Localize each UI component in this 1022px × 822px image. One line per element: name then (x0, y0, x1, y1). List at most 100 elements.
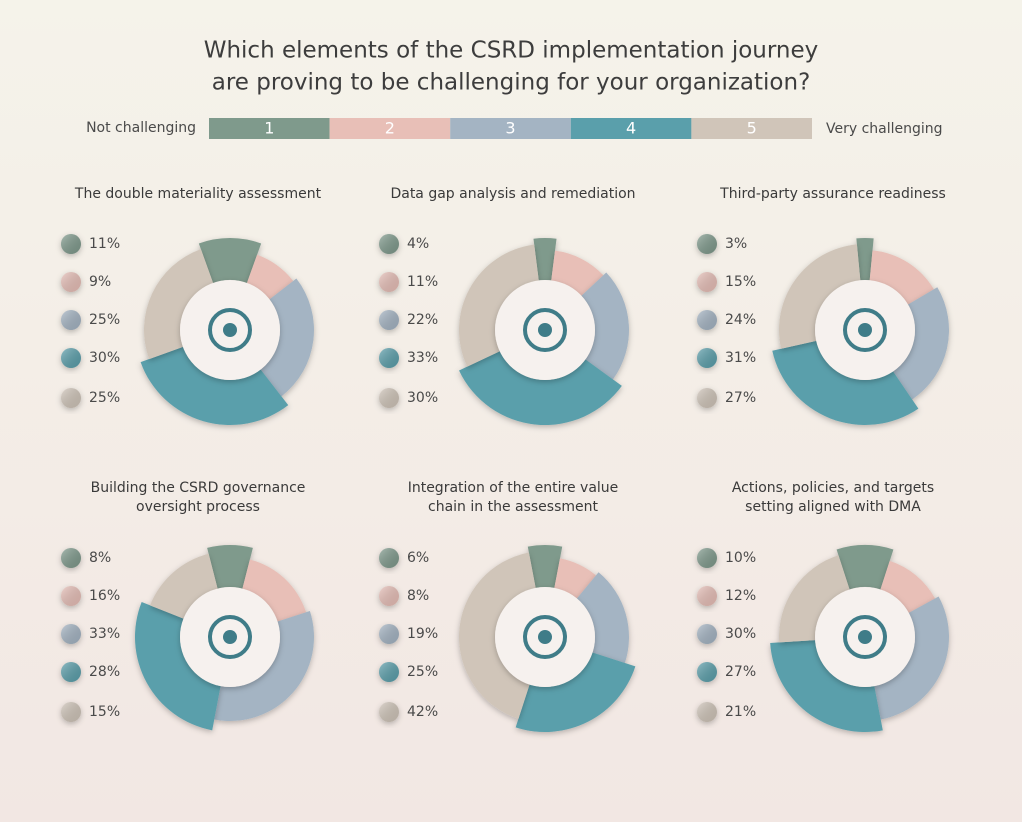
legend-dot-shine (697, 348, 717, 368)
value-label: 21% (725, 704, 756, 720)
legend-dot-shine (697, 272, 717, 292)
center-icon-dot (858, 630, 872, 644)
legend-dot-shine (61, 388, 81, 408)
center-icon (843, 615, 887, 659)
value-label: 33% (407, 350, 438, 366)
value-label: 25% (89, 312, 120, 328)
scale-level: 4 (626, 119, 636, 138)
chart-title: oversight process (136, 499, 260, 515)
legend-dot-shine (379, 662, 399, 682)
donut-segment (459, 351, 622, 426)
chart-title: Data gap analysis and remediation (390, 186, 635, 202)
donut-segment (554, 558, 596, 599)
chart-title: The double materiality assessment (74, 186, 322, 202)
chart-title: Integration of the entire value (408, 480, 619, 496)
value-label: 28% (89, 664, 120, 680)
value-label: 3% (725, 236, 747, 252)
value-label: 16% (89, 588, 120, 604)
value-label: 11% (89, 236, 120, 252)
scale-level: 5 (747, 119, 757, 138)
chart: Building the CSRD governance oversight pr… (61, 480, 314, 731)
donut-segment (150, 553, 218, 619)
donut-segment (198, 238, 262, 283)
scale-segment (329, 118, 451, 139)
center-icon-dot (538, 630, 552, 644)
legend-dot-shine (61, 348, 81, 368)
center-icon-dot (858, 323, 872, 337)
donut-segment (770, 640, 883, 732)
donut-segment (772, 340, 919, 426)
chart: Data gap analysis and remediation 4% 11% 22… (379, 186, 636, 426)
legend-dot-shine (61, 586, 81, 606)
donut-segment (242, 559, 307, 622)
center-icon (523, 308, 567, 352)
legend-dot-shine (379, 548, 399, 568)
legend-dot-shine (61, 272, 81, 292)
title-line: are proving to be challenging for your o… (212, 70, 811, 96)
value-label: 11% (407, 274, 438, 290)
scale-high-label: Very challenging (826, 121, 943, 137)
legend-dot-shine (61, 548, 81, 568)
value-label: 24% (725, 312, 756, 328)
scale-low-label: Not challenging (86, 120, 196, 136)
value-label: 9% (89, 274, 111, 290)
value-label: 15% (725, 274, 756, 290)
value-label: 4% (407, 236, 429, 252)
donut-segment (214, 611, 314, 722)
value-label: 25% (407, 664, 438, 680)
chart-title: chain in the assessment (428, 499, 598, 515)
value-label: 30% (407, 390, 438, 406)
legend-dot-shine (61, 662, 81, 682)
legend-dot-shine (697, 310, 717, 330)
legend-dot-shine (697, 388, 717, 408)
donut-segment (533, 238, 557, 281)
chart: Integration of the entire value chain in … (379, 480, 636, 732)
donut-segment (260, 278, 315, 397)
scale-segment (570, 118, 692, 139)
legend-dot-shine (697, 702, 717, 722)
donut-segment (581, 272, 629, 380)
value-label: 22% (407, 312, 438, 328)
value-label: 31% (725, 350, 756, 366)
chart-title: setting aligned with DMA (745, 499, 921, 515)
donut-segment (144, 249, 214, 360)
donut-segment (458, 244, 539, 367)
donut-segment (515, 652, 636, 732)
value-label: 30% (725, 626, 756, 642)
chart: Actions, policies, and targets setting al… (697, 480, 949, 732)
title-line: Which elements of the CSRD implementatio… (204, 38, 819, 64)
chart-title: Third-party assurance readiness (719, 186, 946, 202)
value-label: 6% (407, 550, 429, 566)
legend-dot-shine (697, 624, 717, 644)
center-icon (208, 308, 252, 352)
donut-segment (134, 602, 221, 731)
donut-segment (856, 237, 874, 281)
center-icon-dot (223, 630, 237, 644)
legend-dot-shine (61, 310, 81, 330)
donut-segment (779, 555, 850, 643)
legend-dot-shine (379, 586, 399, 606)
center-icon-dot (538, 323, 552, 337)
donut-segment (778, 244, 861, 349)
center-icon (523, 615, 567, 659)
center-icon-dot (223, 323, 237, 337)
value-label: 12% (725, 588, 756, 604)
donut-segment (836, 545, 894, 590)
donut-segment (874, 596, 949, 720)
legend-dot-shine (379, 624, 399, 644)
legend-dot-shine (379, 272, 399, 292)
legend-dot-shine (379, 310, 399, 330)
value-label: 42% (407, 704, 438, 720)
value-label: 15% (89, 704, 120, 720)
value-label: 8% (407, 588, 429, 604)
scale-segment (209, 118, 330, 139)
center-icon (843, 308, 887, 352)
legend-dot-shine (379, 234, 399, 254)
value-label: 19% (407, 626, 438, 642)
scale-level: 3 (505, 119, 515, 138)
legend-dot-shine (697, 234, 717, 254)
legend-dot-shine (61, 624, 81, 644)
center-icon (208, 615, 252, 659)
donut-segment (459, 552, 536, 719)
